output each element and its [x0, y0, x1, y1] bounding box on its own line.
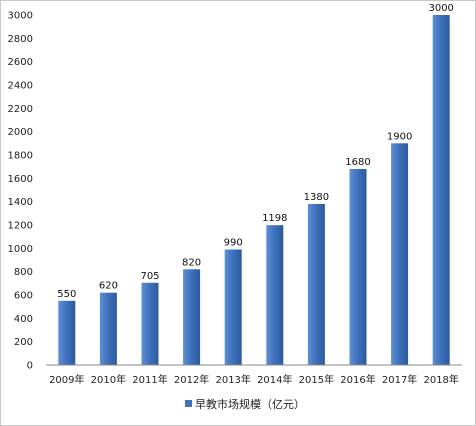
y-tick-label: 1400 [8, 197, 33, 208]
data-label: 705 [140, 271, 159, 282]
y-tick-label: 2600 [8, 57, 33, 68]
y-tick-label: 0 [27, 361, 33, 372]
y-tick-label: 800 [14, 267, 33, 278]
y-tick-label: 2000 [8, 127, 33, 138]
data-label: 1380 [304, 192, 329, 203]
bar [432, 15, 450, 365]
data-label: 1198 [262, 213, 287, 224]
y-tick-label: 3000 [8, 11, 33, 22]
data-label: 820 [182, 257, 201, 268]
y-tick-label: 1200 [8, 221, 33, 232]
data-label: 620 [99, 281, 118, 292]
x-tick-label: 2016年 [340, 373, 375, 386]
y-tick-label: 1000 [8, 244, 33, 255]
y-tick-label: 2200 [8, 104, 33, 115]
x-tick-label: 2017年 [382, 373, 417, 386]
y-tick-label: 600 [14, 291, 33, 302]
y-tick-label: 2400 [8, 81, 33, 92]
data-label: 1680 [345, 157, 370, 168]
bar [349, 169, 367, 365]
data-label: 3000 [428, 3, 453, 14]
bar [307, 204, 325, 365]
data-label: 550 [57, 289, 76, 300]
data-label: 1900 [387, 131, 412, 142]
bar [141, 282, 159, 366]
bar [183, 269, 201, 365]
legend: 早教市场规模（亿元） [185, 397, 305, 411]
x-tick-label: 2013年 [215, 373, 250, 386]
y-tick-label: 2800 [8, 34, 33, 45]
x-tick-label: 2010年 [91, 373, 126, 386]
data-labels: 550 620 705 820 990 1198 1380 1680 1900 3000 [57, 3, 454, 300]
x-tick-label: 2015年 [299, 373, 334, 386]
y-tick-label: 400 [14, 314, 33, 325]
y-tick-label: 1600 [8, 174, 33, 185]
legend-label: 早教市场规模（亿元） [195, 397, 305, 411]
legend-swatch [185, 400, 192, 407]
x-tick-label: 2011年 [132, 373, 167, 386]
bar [224, 249, 242, 365]
bar [391, 143, 409, 365]
x-tick-label: 2014年 [257, 373, 292, 386]
y-tick-label: 1800 [8, 151, 33, 162]
data-label: 990 [224, 238, 243, 249]
bar-series [58, 15, 450, 366]
y-tick-label: 200 [14, 337, 33, 348]
bar [99, 292, 117, 365]
x-tick-label: 2012年 [174, 373, 209, 386]
bar [266, 225, 284, 365]
bar [58, 300, 76, 365]
y-axis: 0 200 400 600 800 1000 1200 1400 1600 1800 2000 220… [8, 11, 33, 372]
x-tick-label: 2009年 [49, 373, 84, 386]
x-tick-label: 2018年 [423, 373, 458, 386]
x-axis: 2009年 2010年 2011年 2012年 2013年 2014年 2015年 2016年… [49, 373, 459, 386]
